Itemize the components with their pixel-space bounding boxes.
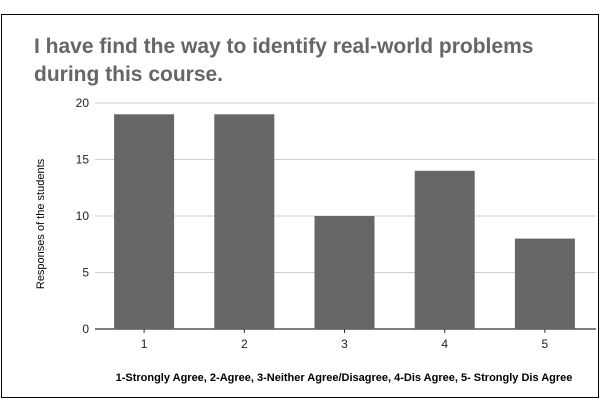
y-tick-label: 20 xyxy=(76,96,90,110)
x-tick-label: 5 xyxy=(542,337,549,351)
x-tick-label: 4 xyxy=(441,337,448,351)
chart-frame xyxy=(1,14,599,398)
y-tick-label: 0 xyxy=(82,322,89,336)
y-tick-label: 5 xyxy=(82,266,89,280)
bar-3 xyxy=(314,216,375,329)
x-axis-label: 1-Strongly Agree, 2-Agree, 3-Neither Agr… xyxy=(116,372,573,384)
x-tick-label: 1 xyxy=(141,337,148,351)
y-tick-label: 15 xyxy=(76,153,90,167)
y-axis-label: Responses of the students xyxy=(35,158,47,289)
bar-5 xyxy=(514,238,575,329)
bar-2 xyxy=(214,114,275,329)
y-tick-label: 10 xyxy=(76,209,90,223)
chart-title: I have find the way to identify real-wor… xyxy=(34,35,534,86)
x-tick-label: 2 xyxy=(241,337,248,351)
bar-4 xyxy=(414,170,475,329)
bar-1 xyxy=(114,114,175,329)
x-tick-label: 3 xyxy=(341,337,348,351)
